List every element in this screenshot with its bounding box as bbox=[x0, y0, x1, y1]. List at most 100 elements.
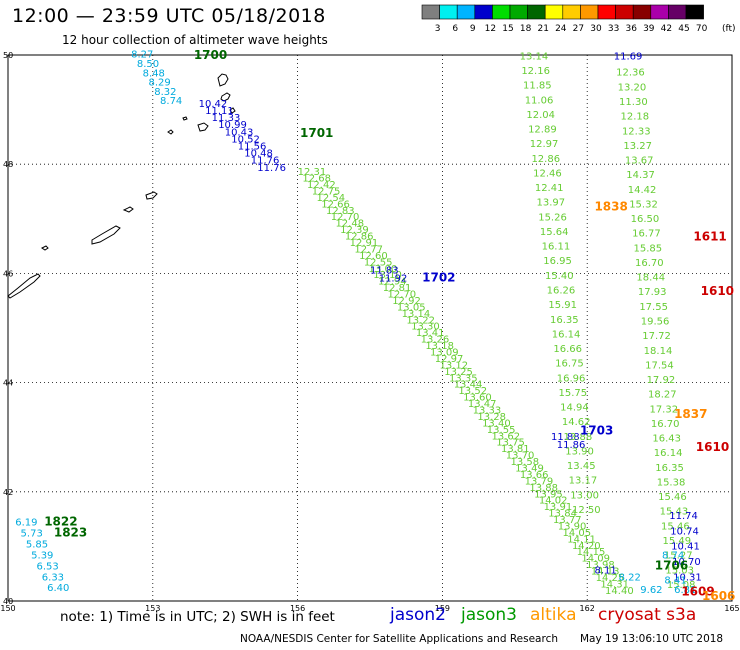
swh-label-jason3-col: 12.50 bbox=[572, 505, 601, 516]
swh-label-jason3-right: 15.49 bbox=[662, 536, 691, 547]
swh-label-jason2: 11.69 bbox=[614, 51, 643, 62]
swh-label-jason3-diag: 13.62 bbox=[492, 431, 521, 442]
swh-label-jason3-diag: 13.28 bbox=[477, 412, 506, 423]
swh-label-jason3-diag: 13.25 bbox=[444, 367, 473, 378]
swh-label-jason3-diag: 12.39 bbox=[340, 225, 369, 236]
scale-label: 36 bbox=[625, 24, 637, 34]
swh-label-jason3-diag: 12.81 bbox=[383, 283, 412, 294]
pass-time-label: 1822 bbox=[44, 515, 77, 529]
swh-label-jason3-col: 13.88 bbox=[564, 432, 593, 443]
swh-label-jason3-col: 13.00 bbox=[570, 490, 599, 501]
scale-label: 18 bbox=[520, 24, 532, 34]
island-coastline bbox=[41, 245, 49, 251]
swh-label-jason3-diag: 12.42 bbox=[307, 180, 336, 191]
legend-jason3-label: jason3 bbox=[461, 605, 517, 625]
swh-label-jason3-right: 15.03 bbox=[665, 565, 694, 576]
island-coastline bbox=[7, 273, 41, 299]
swh-label-jason3-diag: 13.81 bbox=[501, 444, 530, 455]
swh-label-jason3-diag: 12.54 bbox=[317, 193, 346, 204]
swh-label-jason3-col: 16.11 bbox=[542, 242, 571, 253]
swh-label-jason3-diag: 12.68 bbox=[302, 174, 331, 185]
swh-label-jason3-col: 16.66 bbox=[553, 344, 582, 355]
scale-label: 30 bbox=[590, 24, 602, 34]
lat-tick-label: 42 bbox=[3, 488, 13, 497]
swh-label-jason3-diag: 13.35 bbox=[449, 373, 478, 384]
scale-label: 70 bbox=[696, 24, 708, 34]
legend-altika: altika bbox=[530, 605, 577, 625]
scale-label: 39 bbox=[643, 24, 655, 34]
swh-label-jason2: 11.33 bbox=[212, 113, 241, 124]
swh-label-jason3-right: 18.27 bbox=[648, 390, 677, 401]
legend-cryosat: cryosat s3a bbox=[598, 605, 696, 625]
pass-time-label: 1837 bbox=[674, 407, 707, 421]
swh-label-jason3-col: 16.35 bbox=[550, 315, 579, 326]
swh-label-jason3-diag: 12.94 bbox=[378, 277, 407, 288]
swh-label-jason3-diag: 13.90 bbox=[558, 521, 587, 532]
pass-time-label: 1703 bbox=[580, 423, 613, 437]
page-title: 12:00 — 23:59 UTC 05/18/2018 bbox=[12, 5, 326, 27]
swh-label-jason3-right: 18.14 bbox=[644, 346, 673, 357]
swh-label-jason2: 11.88 bbox=[551, 432, 580, 443]
scale-label: 45 bbox=[678, 24, 689, 34]
swh-label-jason2: 11.76 bbox=[257, 163, 286, 174]
pass-time-label: 1610 bbox=[701, 284, 734, 298]
lon-tick-label: 156 bbox=[290, 604, 305, 613]
scale-unit: (ft) bbox=[722, 24, 736, 34]
scale-label: 21 bbox=[537, 24, 548, 34]
swh-label-jason3-diag: 13.00 bbox=[369, 264, 398, 275]
swh-label-jason3-right: 14.42 bbox=[628, 185, 657, 196]
swh-label-jason2: 10.99 bbox=[218, 120, 247, 131]
swh-label-jason3-right: 15.46 bbox=[658, 492, 687, 503]
swh-label-jason3-col: 11.85 bbox=[523, 81, 552, 92]
swh-label-jason3-diag: 12.60 bbox=[359, 251, 388, 262]
swh-label-jason3-col: 13.90 bbox=[565, 446, 594, 457]
swh-label-jason2: 11.74 bbox=[669, 511, 698, 522]
swh-label-jason3-col: 15.64 bbox=[540, 227, 569, 238]
swh-label-jason3-diag: 13.44 bbox=[454, 380, 483, 391]
swh-label-jason3-right: 12.36 bbox=[616, 68, 645, 79]
swh-label-jason3-diag: 12.55 bbox=[364, 257, 393, 268]
legend-jason2-label: jason2 bbox=[390, 605, 446, 625]
swh-label-jason3-diag: 14.31 bbox=[600, 579, 629, 590]
swh-label-jason3-right: 18.44 bbox=[636, 273, 665, 284]
swh-label-jason3-diag: 13.88 bbox=[529, 483, 558, 494]
page-subtitle: 12 hour collection of altimeter wave hei… bbox=[62, 33, 328, 47]
pass-time-label: 1611 bbox=[693, 230, 726, 244]
swh-label-jason2: 10.52 bbox=[231, 134, 260, 145]
pass-time-label: 1823 bbox=[54, 526, 87, 540]
swh-label-jason3-right: 17.54 bbox=[645, 360, 674, 371]
scale-label: 15 bbox=[502, 24, 513, 34]
island-coastline bbox=[220, 92, 231, 102]
island-coastline bbox=[145, 191, 158, 200]
swh-label-jason3-diag: 14.13 bbox=[591, 567, 620, 578]
swh-label-jason3-right: 16.35 bbox=[655, 463, 684, 474]
swh-label-jason3-right: 16.14 bbox=[654, 448, 683, 459]
legend-altika-label: altika bbox=[530, 605, 577, 625]
swh-label-jason3-diag: 13.26 bbox=[421, 335, 450, 346]
swh-label-jason3-diag: 13.60 bbox=[463, 393, 492, 404]
pass-time-label: 1838 bbox=[594, 200, 627, 214]
swh-label-jason3-diag: 13.49 bbox=[515, 463, 544, 474]
swh-label-jason3-right: 12.18 bbox=[621, 112, 650, 123]
swh-label-jason3-diag: 14.11 bbox=[567, 534, 596, 545]
swh-label-jason3-right: 15.38 bbox=[657, 477, 686, 488]
swh-label-jason3-diag: 13.66 bbox=[520, 470, 549, 481]
swh-label-jason3-diag: 13.41 bbox=[416, 328, 445, 339]
map-frame bbox=[7, 54, 733, 602]
scale-label: 24 bbox=[555, 24, 567, 34]
swh-label-jason3-diag: 14.02 bbox=[539, 496, 568, 507]
swh-label-jason3-col: 12.46 bbox=[533, 168, 562, 179]
swh-label-cyan: 5.39 bbox=[31, 550, 53, 561]
swh-label-jason2: 10.70 bbox=[672, 557, 701, 568]
swh-label-jason3-diag: 12.97 bbox=[435, 354, 464, 365]
swh-label-jason3-diag: 13.09 bbox=[430, 348, 459, 359]
swh-label-jason3-diag: 13.40 bbox=[482, 418, 511, 429]
pass-time-label: 1609 bbox=[681, 585, 714, 599]
swh-label-jason3-diag: 12.75 bbox=[312, 186, 341, 197]
swh-label-jason2: 10.42 bbox=[199, 99, 228, 110]
island-coastline bbox=[217, 73, 229, 87]
swh-label: 8.41 bbox=[664, 576, 686, 587]
swh-label-jason3-col: 13.17 bbox=[569, 476, 598, 487]
scale-label: 27 bbox=[573, 24, 584, 34]
swh-label-jason3-col: 12.97 bbox=[530, 139, 559, 150]
